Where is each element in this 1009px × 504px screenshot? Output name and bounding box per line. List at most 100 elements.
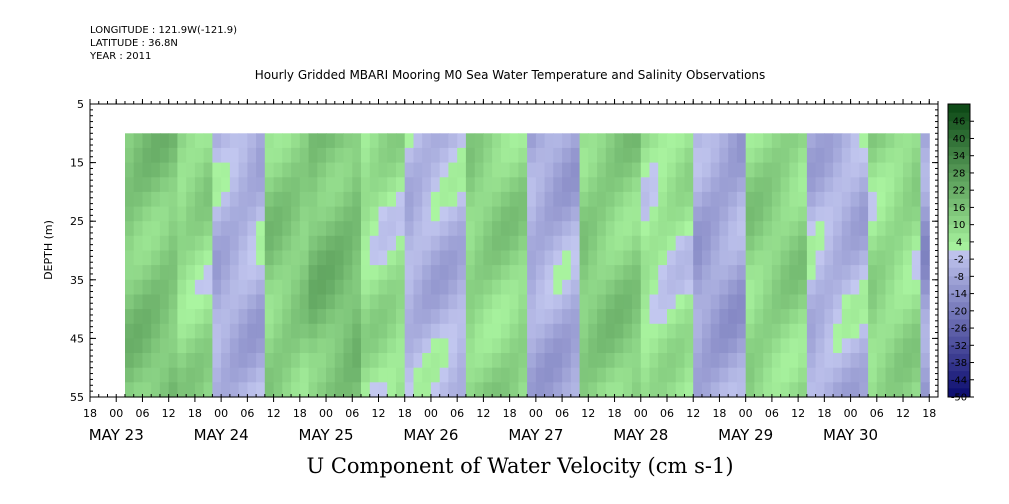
heat-cell [448, 250, 458, 266]
heat-cell [334, 177, 345, 193]
heat-cell [894, 133, 904, 149]
heat-cell [413, 250, 423, 266]
heat-cell [859, 191, 869, 208]
heat-cell [535, 309, 546, 325]
heat-cell [588, 309, 598, 325]
heat-cell [264, 147, 275, 164]
heat-cell [212, 294, 222, 310]
heat-cell [570, 235, 581, 252]
x-tick-label: 12 [686, 407, 700, 420]
heat-cell [500, 250, 511, 266]
heat-cell [588, 221, 598, 237]
heat-cell [623, 265, 633, 281]
heat-cell [430, 191, 441, 208]
heat-cell [535, 382, 546, 398]
heat-cell [334, 279, 345, 296]
heat-cell [212, 177, 222, 193]
heat-cell [492, 162, 502, 178]
heat-cell [273, 309, 283, 325]
heat-cell [264, 133, 275, 149]
heat-cell [291, 177, 301, 193]
heat-cell [544, 279, 554, 296]
heat-cell [378, 294, 388, 310]
heat-cell [736, 382, 747, 398]
heat-cell [430, 235, 441, 252]
heat-cell [614, 279, 624, 296]
heat-cell [605, 133, 616, 149]
heat-cell [448, 382, 458, 398]
heat-cell [291, 206, 301, 222]
heat-cell [317, 133, 327, 149]
colorbar-label: -8 [954, 272, 964, 283]
heat-cell [833, 221, 843, 237]
heat-cell [876, 250, 887, 266]
heat-cell [247, 177, 257, 193]
heat-cell [291, 235, 301, 252]
x-tick-label: 12 [896, 407, 910, 420]
heat-cell [806, 294, 817, 310]
colorbar-label: 10 [953, 220, 966, 231]
heat-cell [806, 265, 817, 281]
heat-cell [562, 206, 572, 222]
heat-cell [133, 177, 143, 193]
heat-cell [675, 191, 685, 208]
heat-cell [422, 265, 432, 281]
heat-cell [562, 309, 572, 325]
heat-cell [282, 221, 292, 237]
heat-cell [806, 162, 817, 178]
heat-cell [632, 250, 642, 266]
heat-cell [675, 309, 685, 325]
heat-cell [719, 191, 729, 208]
heat-cell [868, 250, 878, 266]
heat-cell [544, 353, 554, 369]
heat-cell [264, 279, 275, 296]
colorbar-label: 4 [956, 237, 962, 248]
heat-cell [273, 338, 283, 354]
heat-cell [229, 235, 240, 252]
heat-cell [859, 221, 869, 237]
heat-cell [833, 382, 843, 398]
heat-cell [203, 323, 213, 339]
heat-cell [632, 221, 642, 237]
heat-cell [125, 309, 135, 325]
heat-cell [343, 177, 353, 193]
heat-cell [745, 367, 755, 383]
heat-cell [430, 382, 441, 398]
heat-cell [859, 279, 869, 296]
heat-cell [736, 177, 747, 193]
heat-cell [535, 279, 546, 296]
heat-cell [361, 382, 371, 398]
heat-cell [212, 382, 222, 398]
heat-cell [614, 206, 624, 222]
heat-cell [291, 147, 301, 164]
heat-cell [168, 147, 178, 164]
heat-cell [815, 367, 825, 383]
heat-cell [859, 338, 869, 354]
heat-cell [570, 162, 581, 178]
heat-cell [754, 133, 764, 149]
colorbar-label: -20 [951, 306, 967, 317]
heat-cell [413, 221, 423, 237]
heat-cell [579, 206, 589, 222]
y-tick-label: 15 [70, 157, 84, 170]
heat-cell [640, 235, 651, 252]
heat-cell [911, 309, 922, 325]
heat-cell [763, 221, 773, 237]
heat-cell [815, 382, 825, 398]
heat-cell [597, 235, 607, 252]
heat-cell [509, 309, 519, 325]
heat-cell [885, 338, 895, 354]
heat-cell [203, 353, 213, 369]
heat-cell [850, 162, 860, 178]
heat-cell [273, 265, 283, 281]
colorbar-segment [948, 267, 970, 277]
heat-cell [221, 235, 231, 252]
heat-cell [378, 265, 388, 281]
heat-cell [859, 353, 869, 369]
heat-cell [850, 221, 860, 237]
heat-cell [815, 206, 825, 222]
heat-cell [369, 309, 380, 325]
heat-cell [387, 338, 397, 354]
heat-cell [876, 382, 887, 398]
heat-cell [177, 279, 187, 296]
